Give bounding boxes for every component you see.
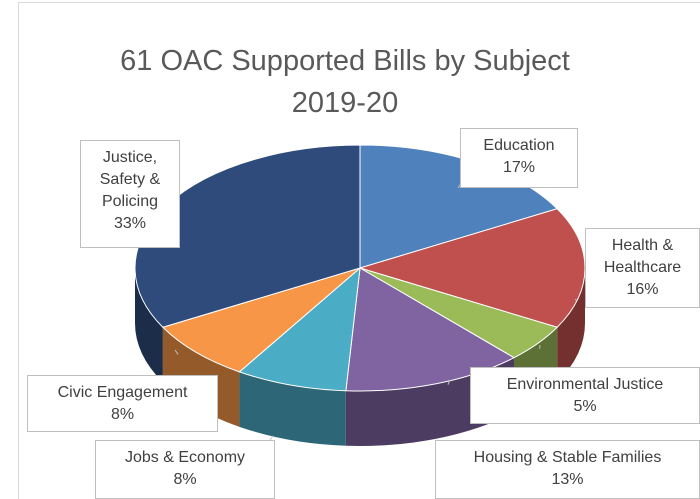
chart-border xyxy=(18,2,700,499)
leader-line xyxy=(269,435,274,441)
slice-side xyxy=(239,371,346,446)
label-category: Environmental Justice xyxy=(506,376,664,393)
label-category: Health & Healthcare xyxy=(603,237,682,276)
slice xyxy=(345,267,516,392)
leader-line xyxy=(174,349,179,355)
data-label: Civic Engagement 8% xyxy=(27,375,218,432)
label-category: Jobs & Economy xyxy=(124,449,246,466)
label-value: 8% xyxy=(173,471,197,488)
label-value: 16% xyxy=(626,281,659,298)
slice xyxy=(161,267,361,373)
leader-line xyxy=(574,298,577,301)
label-value: 13% xyxy=(551,471,584,488)
label-category: Housing & Stable Families xyxy=(473,449,662,466)
data-label: Housing & Stable Families 13% xyxy=(435,440,700,499)
slice-side xyxy=(135,268,163,383)
chart-title: 61 OAC Supported Bills by Subject 2019-2… xyxy=(120,45,570,119)
label-value: 5% xyxy=(573,398,597,415)
label-value: 17% xyxy=(502,159,536,176)
label-category: Justice, Safety & Policing xyxy=(99,149,161,210)
leader-line xyxy=(447,379,451,385)
label-value: 33% xyxy=(113,215,147,232)
data-label: Health & Healthcare 16% xyxy=(585,228,700,308)
label-category: Civic Engagement xyxy=(57,384,188,401)
slice-side xyxy=(557,268,585,383)
data-label: Justice, Safety & Policing 33% xyxy=(80,140,180,248)
data-label: Education 17% xyxy=(460,128,578,188)
data-label: Jobs & Economy 8% xyxy=(95,440,275,499)
data-label: Environmental Justice 5% xyxy=(470,367,700,424)
slice xyxy=(358,208,586,328)
label-value: 8% xyxy=(110,406,135,423)
label-category: Education xyxy=(483,137,555,154)
slice xyxy=(238,266,361,392)
